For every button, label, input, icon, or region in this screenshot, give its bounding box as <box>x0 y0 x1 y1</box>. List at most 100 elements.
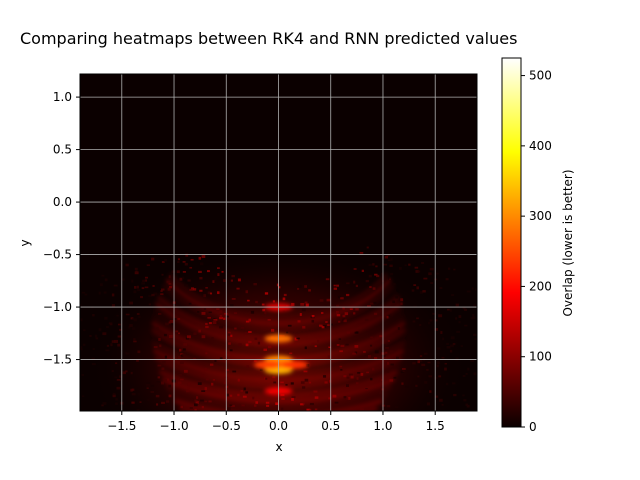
heat-cell <box>12 348 16 351</box>
heat-speckle <box>0 246 544 443</box>
heat-cell <box>201 374 205 377</box>
heat-cell <box>246 365 249 368</box>
heat-cell <box>128 326 131 329</box>
heat-cell <box>200 399 204 402</box>
heat-cell <box>157 313 162 315</box>
heat-cell <box>75 336 78 339</box>
heat-cell <box>493 388 496 390</box>
heat-cell <box>343 396 347 399</box>
heat-cell <box>229 404 233 407</box>
heat-cell <box>372 287 376 290</box>
heat-cell <box>389 350 394 353</box>
heat-cell <box>182 276 185 280</box>
heat-cell <box>340 314 343 317</box>
heat-cell <box>39 336 41 338</box>
heat-cell <box>177 332 181 335</box>
heat-cell <box>150 391 155 393</box>
heat-cell <box>472 316 476 320</box>
heat-cell <box>80 303 82 307</box>
heat-cell <box>185 253 189 257</box>
heat-cell <box>0 317 3 319</box>
heat-cell <box>168 321 172 324</box>
heat-cell <box>317 436 319 438</box>
heat-cell <box>111 340 115 343</box>
heat-cell <box>314 408 318 411</box>
heat-cell <box>355 284 358 288</box>
heat-cell <box>160 293 164 296</box>
heat-cell <box>356 415 359 418</box>
heat-cell <box>129 324 133 327</box>
heat-cell <box>541 303 544 306</box>
heat-cell <box>26 298 28 301</box>
heat-cell <box>193 332 197 336</box>
heat-cell <box>129 301 134 305</box>
heat-cell <box>91 363 96 366</box>
heat-cell <box>423 277 428 280</box>
heat-cell <box>465 373 468 375</box>
heat-cell <box>477 292 481 294</box>
heat-cell <box>197 421 200 423</box>
heat-cell <box>116 379 121 381</box>
heat-cell <box>115 362 118 365</box>
heat-cell <box>339 365 343 368</box>
heat-cell <box>184 262 188 266</box>
colorbar-label: Overlap (lower is better) <box>561 169 575 316</box>
heat-cell <box>161 367 165 370</box>
heat-cell <box>136 313 140 315</box>
heat-cell <box>401 367 406 370</box>
heat-cell <box>208 311 212 314</box>
heat-cell <box>207 291 211 295</box>
heat-cell <box>352 352 356 355</box>
heat-cell <box>339 350 343 353</box>
heat-cell <box>346 418 349 420</box>
heat-cell <box>429 267 434 271</box>
heat-cell <box>463 399 467 402</box>
heat-cell <box>470 317 474 320</box>
heat-cell <box>205 414 209 416</box>
heat-cell <box>227 407 231 411</box>
heat-cell <box>187 279 191 282</box>
heat-cell <box>393 376 397 379</box>
heat-cell <box>313 390 318 393</box>
heat-cell <box>80 318 83 322</box>
heat-cell <box>364 388 369 392</box>
heat-cell <box>291 397 294 401</box>
heat-cell <box>346 384 349 387</box>
heat-cell <box>281 434 285 436</box>
heat-cell <box>36 312 40 315</box>
heat-cell <box>131 318 135 320</box>
heat-cell <box>325 321 328 324</box>
heat-cell <box>481 285 484 287</box>
heat-cell <box>368 417 371 419</box>
heat-cell <box>12 333 16 336</box>
heat-cell <box>139 401 142 403</box>
heat-cell <box>237 378 240 382</box>
heat-cell <box>76 379 80 381</box>
heat-cell <box>522 373 524 375</box>
heat-cell <box>217 267 220 270</box>
chart-title: Comparing heatmaps between RK4 and RNN p… <box>20 29 518 48</box>
heat-cell <box>197 382 202 385</box>
heat-cell <box>301 438 304 440</box>
heat-cell <box>182 353 186 356</box>
heat-cell <box>328 379 332 383</box>
heat-cell <box>121 278 125 281</box>
heat-cell <box>201 311 206 315</box>
heat-cell <box>201 390 206 392</box>
heat-cell <box>327 355 331 359</box>
heat-cell <box>486 351 489 353</box>
heat-cell <box>237 278 241 282</box>
heat-cell <box>225 369 229 372</box>
heat-cell <box>319 440 322 443</box>
heat-cell <box>388 277 392 280</box>
heat-cell <box>327 324 330 326</box>
x-tick-label: 0.0 <box>269 419 288 433</box>
heat-cell <box>166 280 171 284</box>
heat-cell <box>243 387 246 391</box>
y-tick-label: −0.5 <box>43 248 72 262</box>
heat-cell <box>212 414 214 417</box>
heat-cell <box>330 323 333 326</box>
heat-cell <box>131 279 134 283</box>
heat-cell <box>168 283 172 285</box>
